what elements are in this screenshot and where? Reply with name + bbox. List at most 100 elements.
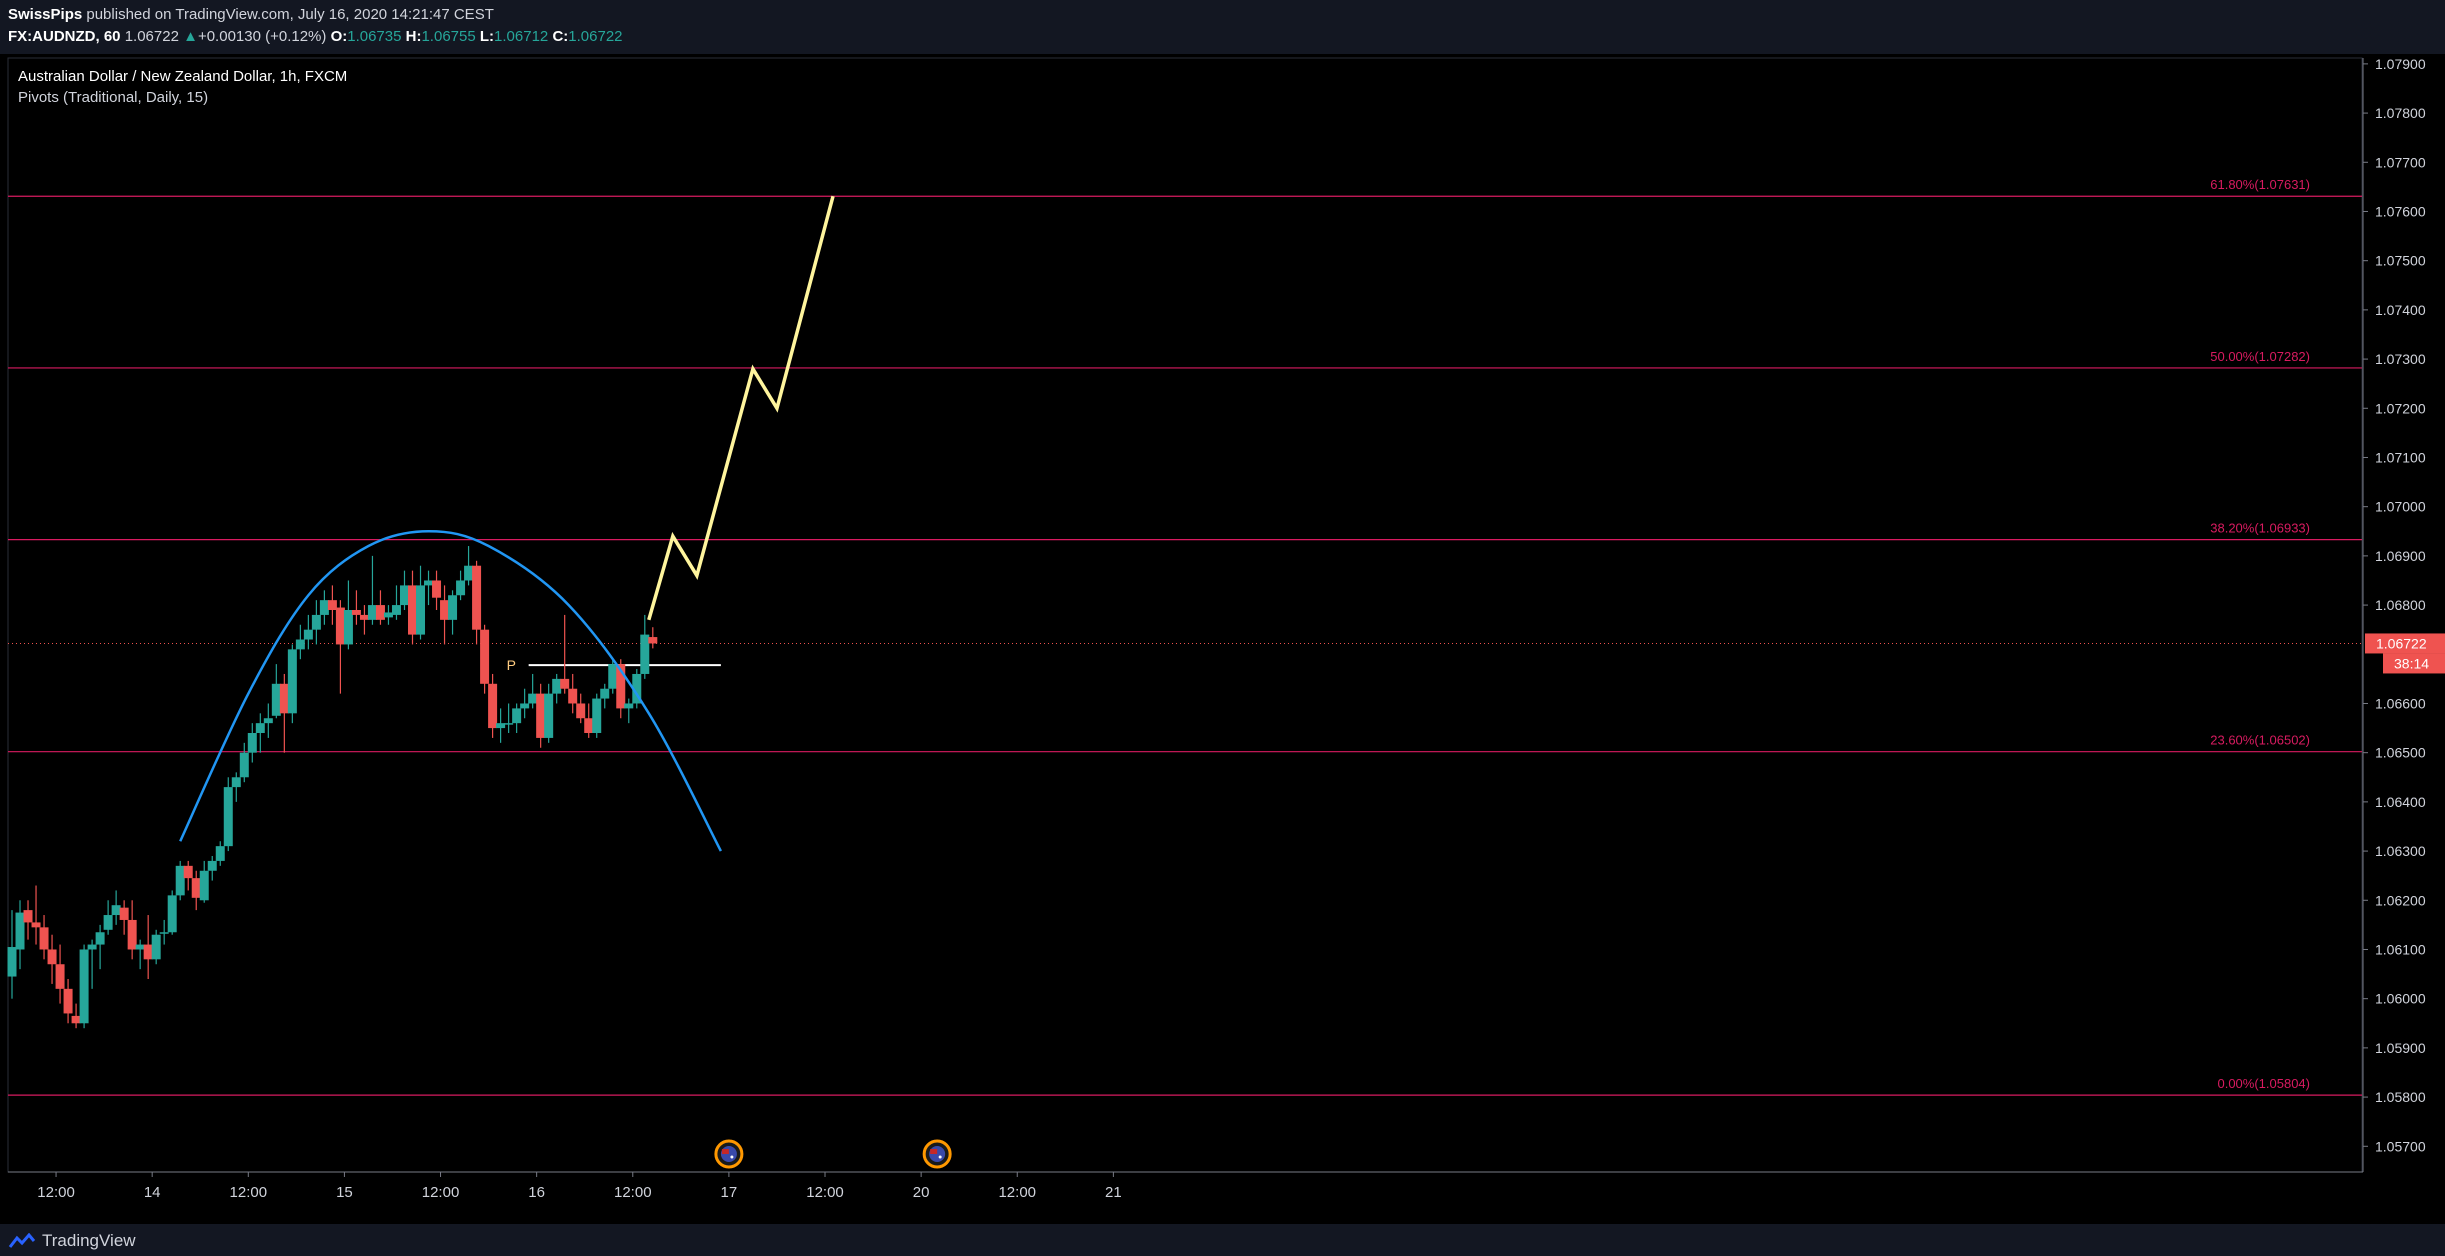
- open-value: 1.06735: [347, 28, 402, 45]
- candle-body: [47, 949, 57, 965]
- candle-body: [23, 910, 33, 923]
- candle-body: [351, 610, 361, 615]
- y-tick-label: 1.06500: [2375, 745, 2426, 761]
- close-value: 1.06722: [568, 28, 623, 45]
- publisher-line: SwissPips published on TradingView.com, …: [8, 6, 494, 23]
- candle-body: [624, 703, 634, 709]
- event-flag-star: [730, 1155, 734, 1159]
- candle-body: [79, 949, 89, 1024]
- chart-canvas[interactable]: 1.07900 1.07800 1.07700 1.07600 1.07500 1.074…: [0, 0, 2445, 1224]
- candle-body: [143, 944, 153, 960]
- candle-body: [119, 907, 129, 920]
- candle-body: [544, 693, 554, 738]
- candle-body: [592, 698, 602, 733]
- x-tick-label: 12:00: [37, 1184, 75, 1201]
- candle-body: [576, 703, 586, 719]
- candle-body: [520, 703, 530, 709]
- candle-body: [488, 683, 498, 729]
- candle-body: [335, 607, 345, 645]
- high-value: 1.06755: [421, 28, 476, 45]
- indicator-label[interactable]: Pivots (Traditional, Daily, 15): [18, 89, 209, 106]
- candle-body: [416, 585, 426, 635]
- tradingview-logo-icon: [8, 1233, 36, 1248]
- candle-body: [7, 947, 17, 977]
- candle-body: [472, 565, 482, 630]
- candle-body: [295, 639, 305, 650]
- candle-body: [327, 600, 337, 610]
- y-tick-label: 1.05800: [2375, 1089, 2426, 1105]
- y-tick-label: 1.07000: [2375, 499, 2426, 515]
- footer-bar: TradingView: [0, 1224, 2445, 1256]
- candle-body: [399, 585, 409, 606]
- symbol-label[interactable]: FX:AUDNZD, 60: [8, 28, 121, 45]
- event-flag-icon[interactable]: [714, 1139, 744, 1169]
- y-tick-label: 1.06100: [2375, 941, 2426, 957]
- candle-body: [159, 932, 169, 934]
- candle-body: [63, 988, 73, 1014]
- y-tick-label: 1.07400: [2375, 302, 2426, 318]
- candle-body: [383, 612, 393, 618]
- candle-body: [167, 895, 177, 933]
- candle-body: [528, 693, 538, 704]
- open-label: O:: [330, 28, 348, 45]
- y-tick-label: 1.06200: [2375, 892, 2426, 908]
- brand-label: TradingView: [42, 1231, 136, 1250]
- candle-body: [568, 688, 578, 704]
- candle-body: [448, 595, 458, 620]
- y-tick-label: 1.07700: [2375, 154, 2426, 170]
- tradingview-logo[interactable]: TradingView: [8, 1231, 136, 1251]
- x-tick-label: 12:00: [806, 1184, 844, 1201]
- countdown-value: 38:14: [2394, 655, 2429, 671]
- candle-body: [287, 649, 297, 714]
- candle-body: [263, 718, 273, 724]
- candle-body: [223, 787, 233, 847]
- candle-body: [600, 688, 610, 699]
- y-tick-label: 1.06600: [2375, 695, 2426, 711]
- candle-body: [632, 673, 642, 704]
- pivot-label: P: [507, 657, 516, 673]
- arc-curve: [179, 530, 722, 852]
- candle-body: [504, 723, 514, 725]
- change-value: +0.00130 (+0.12%): [197, 28, 327, 45]
- y-tick-label: 1.06000: [2375, 991, 2426, 1007]
- current-price-tag: [2365, 633, 2445, 654]
- candle-body: [343, 610, 353, 645]
- candle-body: [103, 915, 113, 930]
- projection-path: [647, 195, 835, 621]
- event-flag-icon[interactable]: [922, 1139, 952, 1169]
- candle-body: [456, 580, 466, 596]
- y-tick-label: 1.07100: [2375, 449, 2426, 465]
- high-label: H:: [405, 28, 422, 45]
- y-tick-label: 1.06300: [2375, 843, 2426, 859]
- candle-body: [367, 605, 377, 620]
- candle-body: [480, 629, 490, 684]
- candle-body: [55, 964, 65, 989]
- candle-body: [375, 605, 385, 620]
- candle-body: [183, 865, 193, 879]
- candle-body: [247, 733, 257, 753]
- candle-body: [464, 565, 474, 581]
- chart-title: Australian Dollar / New Zealand Dollar, …: [18, 68, 348, 85]
- y-tick-label: 1.05700: [2375, 1138, 2426, 1154]
- publisher-text: published on TradingView.com, July 16, 2…: [86, 6, 494, 23]
- candle-body: [496, 723, 506, 729]
- y-tick-label: 1.06900: [2375, 548, 2426, 564]
- candle-body: [608, 664, 618, 689]
- candle-body: [231, 777, 241, 788]
- x-tick-label: 12:00: [230, 1184, 268, 1201]
- event-flag-canton: [721, 1149, 729, 1154]
- candle-body: [560, 678, 570, 689]
- x-tick-label: 16: [528, 1184, 545, 1201]
- y-tick-label: 1.07500: [2375, 253, 2426, 269]
- quote-line: FX:AUDNZD, 60 1.06722 ▲+0.00130 (+0.12%)…: [8, 28, 623, 45]
- candle-body: [584, 718, 594, 733]
- y-tick-label: 1.07200: [2375, 400, 2426, 416]
- fib-level-label: 0.00%(1.05804): [2217, 1076, 2310, 1091]
- x-tick-label: 20: [913, 1184, 930, 1201]
- y-tick-label: 1.07300: [2375, 351, 2426, 367]
- candle-body: [424, 580, 434, 586]
- candle-body: [440, 600, 450, 620]
- publisher-name[interactable]: SwissPips: [8, 6, 83, 23]
- x-tick-label: 12:00: [614, 1184, 652, 1201]
- candle-body: [191, 878, 201, 898]
